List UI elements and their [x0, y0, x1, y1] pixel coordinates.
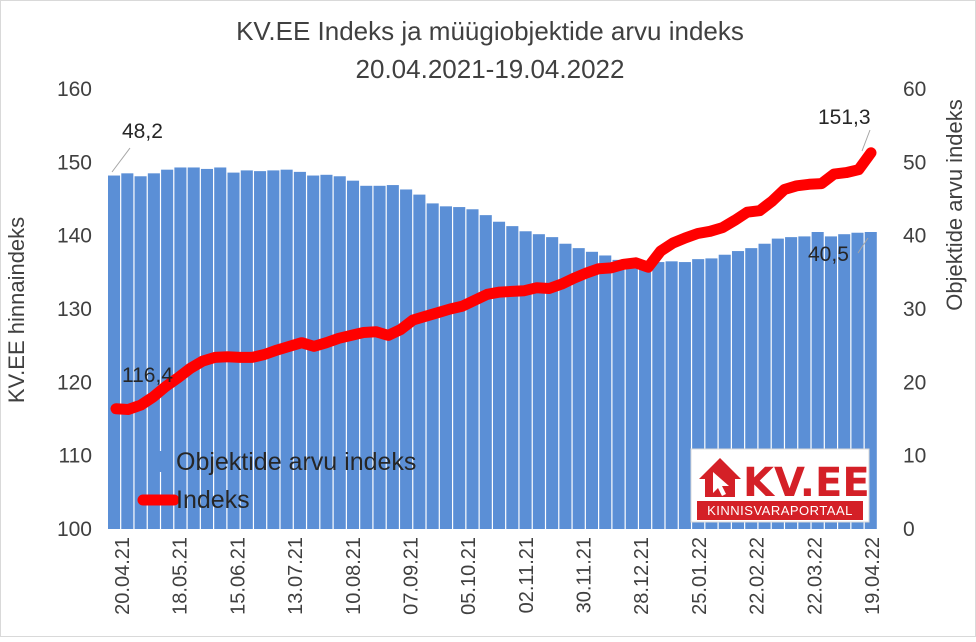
bar: [519, 231, 532, 529]
chart-title: KV.EE Indeks ja müügiobjektide arvu inde…: [236, 16, 744, 46]
bar: [546, 237, 559, 529]
bar: [413, 194, 426, 529]
logo-subtext: KINNISVARAPORTAAL: [707, 503, 853, 518]
right-tick-label: 10: [903, 445, 926, 468]
bar: [506, 226, 519, 529]
right-tick-label: 40: [903, 225, 926, 248]
bar: [174, 167, 187, 529]
legend: Objektide arvu indeks Indeks: [137, 448, 416, 514]
right-axis-title: Objektide arvu indeks: [942, 99, 967, 311]
left-tick-label: 100: [57, 518, 92, 541]
left-tick-label: 160: [57, 78, 92, 101]
bar-last-label: 40,5: [808, 243, 849, 266]
bar: [652, 262, 665, 529]
x-tick-label: 25.01.22: [689, 537, 711, 615]
line-series: [110, 147, 877, 415]
bar: [227, 172, 240, 529]
x-tick-label: 05.10.21: [458, 537, 480, 615]
bar: [240, 170, 253, 529]
right-tick-label: 50: [903, 151, 926, 174]
x-tick-label: 10.08.21: [343, 537, 365, 615]
right-tick-label: 60: [903, 78, 926, 101]
x-tick-label: 18.05.21: [170, 537, 192, 615]
legend-bar-label: Objektide arvu indeks: [176, 448, 416, 476]
bar: [214, 167, 227, 529]
x-tick-label: 22.03.22: [804, 537, 826, 615]
bar: [426, 203, 439, 529]
legend-line-label: Indeks: [176, 486, 250, 514]
x-tick-label: 22.02.22: [747, 537, 769, 615]
bar: [599, 255, 612, 529]
kv-ee-logo: KV.EE KINNISVARAPORTAAL: [690, 448, 870, 523]
bar: [532, 234, 545, 529]
x-axis-ticks: 20.04.21 18.05.21 15.06.21 13.07.21 10.08.21…: [112, 537, 884, 615]
bar: [625, 264, 638, 529]
bar: [453, 207, 466, 529]
left-tick-label: 150: [57, 151, 92, 174]
bar: [307, 175, 320, 529]
bar: [293, 171, 306, 529]
right-axis-ticks: 0 10 20 30 40 50 60: [903, 78, 926, 541]
bar-first-leader: [111, 147, 131, 173]
left-axis-title: KV.EE hinnaindeks: [4, 217, 29, 403]
bar: [346, 180, 360, 530]
bar: [439, 206, 452, 529]
x-tick-label: 02.11.21: [516, 537, 538, 613]
right-tick-label: 20: [903, 371, 926, 394]
bar: [333, 176, 346, 529]
bar: [400, 189, 413, 529]
bar: [466, 209, 479, 529]
bar: [108, 175, 121, 529]
bar: [585, 251, 599, 530]
bar: [493, 221, 506, 530]
x-tick-label: 15.06.21: [227, 537, 249, 615]
line-last-label: 151,3: [818, 106, 871, 129]
line-last-leader: [861, 129, 871, 152]
logo-wordmark: KV.EE: [743, 460, 870, 506]
x-tick-label: 13.07.21: [285, 537, 307, 615]
right-tick-label: 0: [903, 518, 915, 541]
bar: [479, 215, 492, 529]
bar: [639, 263, 652, 529]
left-tick-label: 130: [57, 298, 92, 321]
bar: [187, 167, 200, 529]
line-first-label: 116,4: [122, 364, 173, 387]
bar: [161, 169, 174, 530]
bar: [559, 243, 572, 530]
x-tick-label: 19.04.22: [862, 537, 884, 615]
x-tick-label: 20.04.21: [112, 537, 134, 615]
bar: [665, 261, 678, 529]
x-tick-label: 07.09.21: [401, 537, 423, 615]
logo-subtext-bar: [697, 501, 863, 520]
bar: [134, 176, 147, 529]
bar: [612, 259, 625, 529]
bar: [360, 185, 373, 530]
left-tick-label: 140: [57, 225, 92, 248]
x-tick-label: 28.12.21: [631, 537, 653, 615]
left-tick-label: 120: [57, 371, 92, 394]
index-line: [110, 147, 877, 415]
bar: [320, 174, 333, 530]
bar: [572, 248, 585, 529]
bar: [678, 262, 691, 529]
bar: [386, 185, 399, 529]
bar: [121, 173, 134, 529]
data-labels: 48,2 116,4 151,3 40,5: [111, 106, 871, 387]
bar-last-leader: [857, 237, 869, 254]
house-cursor-icon: [699, 458, 741, 497]
bar: [200, 168, 214, 529]
bar: [147, 173, 160, 529]
right-tick-label: 30: [903, 298, 926, 321]
bar-first-label: 48,2: [122, 120, 163, 143]
legend-bar-swatch: [148, 451, 172, 472]
left-tick-label: 110: [59, 445, 92, 468]
chart-subtitle: 20.04.2021-19.04.2022: [356, 54, 625, 84]
x-tick-label: 30.11.21: [574, 537, 596, 613]
left-axis-ticks: 100 110 120 130 140 150 160: [57, 78, 92, 541]
bar: [373, 185, 386, 530]
